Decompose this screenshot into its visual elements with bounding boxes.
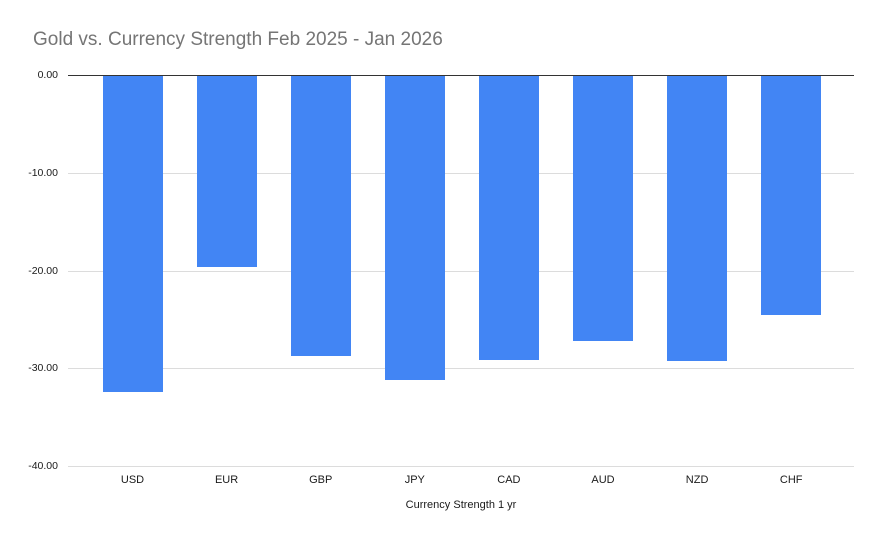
bar-chf [761,76,822,316]
x-tick-label: JPY [404,474,425,486]
x-axis-line [68,75,854,76]
y-tick-label: -20.00 [28,264,58,277]
x-tick-label: CAD [497,474,521,486]
x-axis-title: Currency Strength 1 yr [405,499,517,511]
y-tick-label: -40.00 [28,460,58,472]
x-tick-label: USD [120,474,145,486]
gridline [68,172,854,174]
gridline [68,368,854,370]
x-tick-label: EUR [214,474,239,486]
plot-area: 0.00 -10.00 -20.00 -30.00 -40.00 USD EUR GBP JPY… [28,69,854,486]
x-tick-label: AUD [591,474,615,486]
y-tick-label: -10.00 [28,166,58,179]
gridline [68,466,854,467]
bar-cad [478,76,539,361]
gridline [68,270,854,272]
y-tick-label: -30.00 [28,362,58,375]
bar-usd [102,76,163,392]
bar-jpy [384,76,445,380]
y-tick-label: 0.00 [37,69,58,81]
bar-nzd [667,76,728,362]
x-tick-label: CHF [779,474,803,486]
bar-aud [573,76,633,341]
bar-eur [196,76,257,267]
chart-title: Gold vs. Currency Strength Feb 2025 - Ja… [33,29,443,50]
x-tick-label: NZD [685,474,709,486]
bar-gbp [290,76,351,356]
x-tick-label: GBP [309,474,333,486]
